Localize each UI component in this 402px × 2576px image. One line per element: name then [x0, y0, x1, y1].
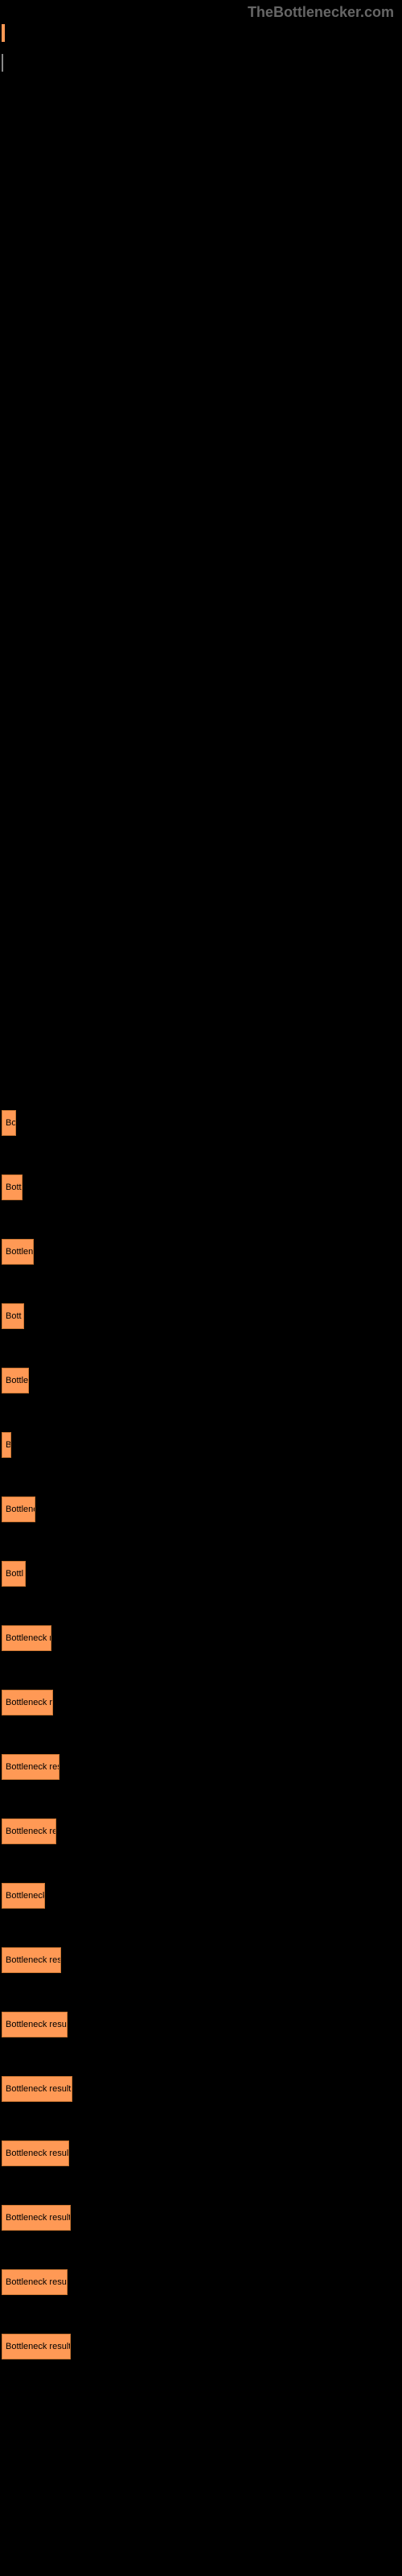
chart-row: Bottleneck res: [2, 1818, 402, 1844]
chart-bar: Bottleneck result: [2, 2012, 68, 2037]
chart-row: Bo: [2, 1110, 402, 1136]
chart-bar: Bottleneck: [2, 1883, 45, 1909]
chart-row: Bottleneck resu: [2, 1947, 402, 1973]
chart-bar: Bottlene: [2, 1239, 34, 1265]
chart-row: Bottleneck result: [2, 2205, 402, 2231]
chart-bar: Bottleneck result: [2, 2140, 69, 2166]
chart-row: Bottle: [2, 1368, 402, 1393]
chart-row: Bottleneck result: [2, 2012, 402, 2037]
chart-bar: Bottleneck result: [2, 2076, 72, 2102]
chart-row: Bottlene: [2, 1496, 402, 1522]
indicator-bar-1: [2, 24, 5, 42]
chart-bar: Bottleneck re: [2, 1690, 53, 1715]
chart-row: Bottleneck re: [2, 1625, 402, 1651]
chart-bar: Bott: [2, 1303, 24, 1329]
chart-bar: Bottleneck result: [2, 2205, 71, 2231]
chart-row: Bottleneck resu: [2, 1754, 402, 1780]
chart-bar: Bottleneck result: [2, 2269, 68, 2295]
indicator-bar-2: [2, 54, 3, 72]
chart-row: Bottl: [2, 1561, 402, 1587]
chart-row: Bottlene: [2, 1239, 402, 1265]
chart-row: B: [2, 1432, 402, 1458]
chart-bar: Bott: [2, 1174, 23, 1200]
bottleneck-chart: Bo Bott Bottlene Bott Bottle B Bottlene Bottl Bo…: [0, 1110, 402, 2359]
chart-bar: Bottl: [2, 1561, 26, 1587]
chart-bar: B: [2, 1432, 11, 1458]
chart-row: Bott: [2, 1303, 402, 1329]
chart-bar: Bottleneck res: [2, 1818, 56, 1844]
chart-row: Bottleneck result: [2, 2076, 402, 2102]
chart-row: Bottleneck result: [2, 2269, 402, 2295]
chart-row: Bottleneck result: [2, 2140, 402, 2166]
chart-bar: Bottleneck resu: [2, 1754, 59, 1780]
chart-row: Bottleneck result: [2, 2334, 402, 2359]
chart-row: Bottleneck re: [2, 1690, 402, 1715]
chart-bar: Bottleneck re: [2, 1625, 51, 1651]
chart-bar: Bottle: [2, 1368, 29, 1393]
chart-bar: Bo: [2, 1110, 16, 1136]
chart-row: Bott: [2, 1174, 402, 1200]
chart-row: Bottleneck: [2, 1883, 402, 1909]
chart-bar: Bottleneck result: [2, 2334, 71, 2359]
chart-bar: Bottleneck resu: [2, 1947, 61, 1973]
chart-bar: Bottlene: [2, 1496, 35, 1522]
watermark-text: TheBottlenecker.com: [248, 4, 394, 21]
